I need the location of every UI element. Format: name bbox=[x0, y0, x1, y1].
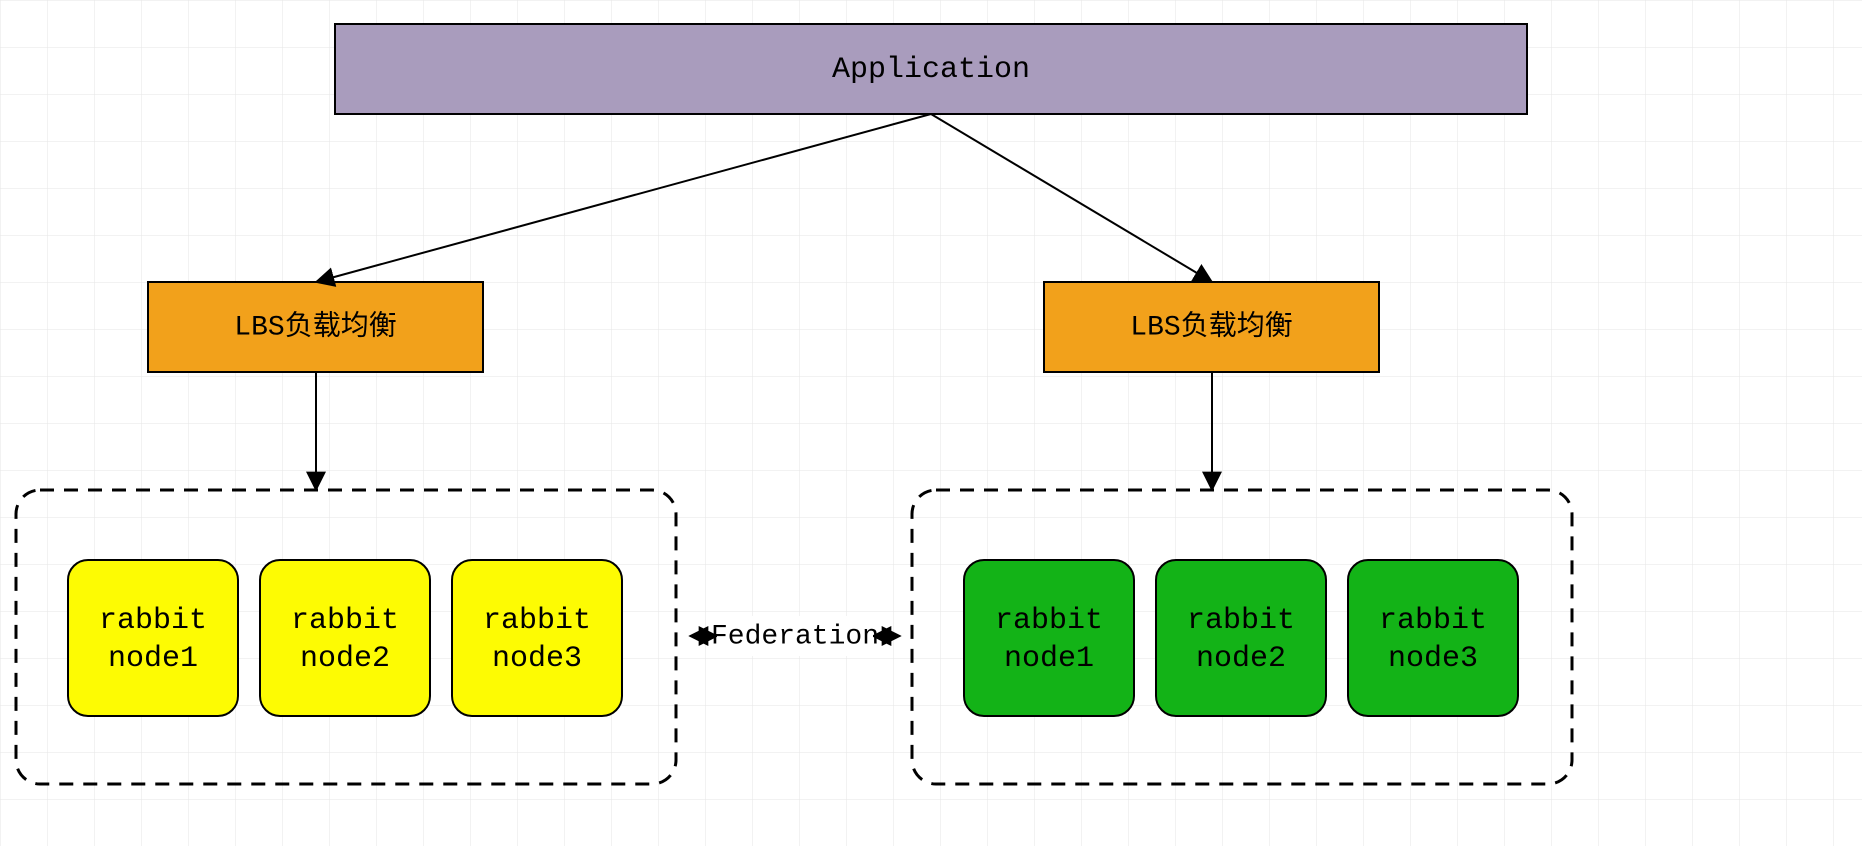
federation-label: Federation bbox=[711, 621, 879, 652]
application-box: Application bbox=[335, 24, 1527, 114]
lbs-left-box-label: LBS负载均衡 bbox=[234, 309, 396, 343]
rabbit-node-label-1: rabbit bbox=[291, 604, 399, 638]
rabbit-node-label-2: node1 bbox=[1004, 642, 1094, 676]
federation-link: Federation bbox=[690, 616, 900, 656]
rabbit-node-left-2: rabbit node2 bbox=[260, 560, 430, 716]
diagram-canvas: ApplicationLBS负载均衡LBS负载均衡rabbitnode1rabb… bbox=[0, 0, 1862, 846]
rabbit-node-label-1: rabbit bbox=[995, 604, 1103, 638]
rabbit-node-right-3: rabbit node3 bbox=[1348, 560, 1518, 716]
rabbit-node-left-1: rabbit node1 bbox=[68, 560, 238, 716]
rabbit-node-right-1: rabbit node1 bbox=[964, 560, 1134, 716]
rabbit-node-right-2: rabbit node2 bbox=[1156, 560, 1326, 716]
lbs-left-box: LBS负载均衡 bbox=[148, 282, 483, 372]
rabbit-node-label-2: node2 bbox=[300, 642, 390, 676]
rabbit-node-label-1: rabbit bbox=[483, 604, 591, 638]
rabbit-node-left-3: rabbit node3 bbox=[452, 560, 622, 716]
lbs-right-box-label: LBS负载均衡 bbox=[1130, 309, 1292, 343]
lbs-right-box: LBS负载均衡 bbox=[1044, 282, 1379, 372]
rabbit-node-label-1: rabbit bbox=[1187, 604, 1295, 638]
rabbit-node-label-1: rabbit bbox=[1379, 604, 1487, 638]
rabbit-node-label-2: node3 bbox=[1388, 642, 1478, 676]
rabbit-node-label-1: rabbit bbox=[99, 604, 207, 638]
grid bbox=[0, 0, 1862, 846]
rabbit-node-label-2: node3 bbox=[492, 642, 582, 676]
rabbit-node-label-2: node2 bbox=[1196, 642, 1286, 676]
application-box-label: Application bbox=[832, 53, 1030, 87]
rabbit-node-label-2: node1 bbox=[108, 642, 198, 676]
